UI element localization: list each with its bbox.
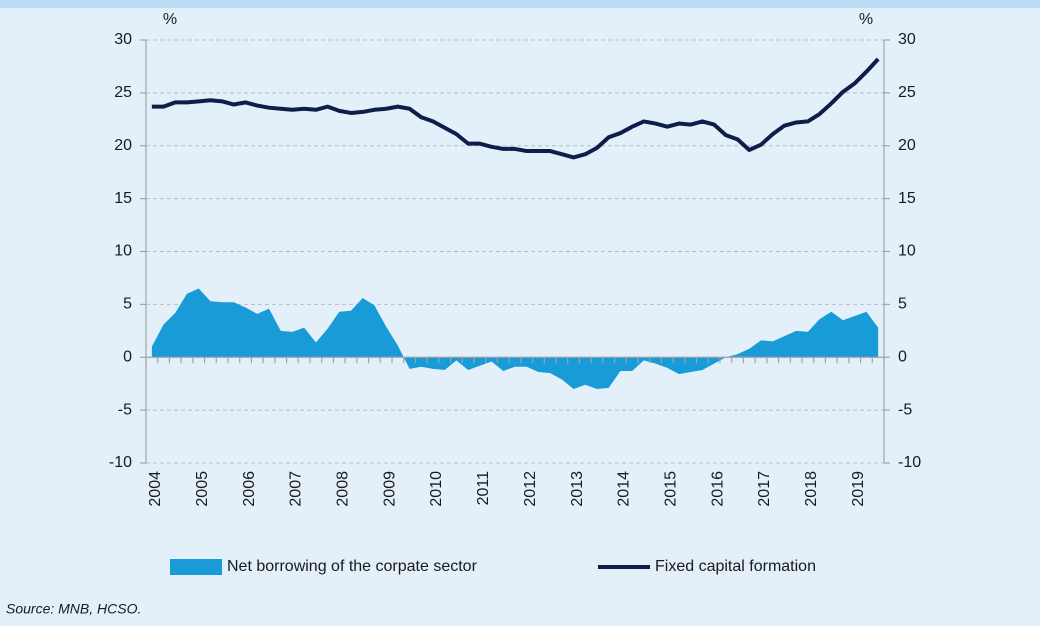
x-tick-label: 2013 (569, 471, 586, 507)
y-tick-label: 5 (123, 296, 132, 313)
area (151, 288, 879, 389)
x-tick-label: 2005 (194, 471, 211, 507)
y-tick-label: 15 (114, 190, 132, 207)
source-note: Source: MNB, HCSO. (6, 601, 141, 617)
y-tick-label: -10 (109, 454, 132, 471)
y-tick-label: 0 (123, 348, 132, 365)
y-tick-label: 20 (114, 137, 132, 154)
y2-tick-label: 20 (898, 137, 916, 154)
legend-label: Net borrowing of the corpate sector (227, 558, 478, 575)
x-tick-label: 2012 (522, 471, 539, 507)
y-tick-label: 25 (114, 84, 132, 101)
legend-label: Fixed capital formation (655, 558, 816, 575)
x-tick-label: 2019 (850, 471, 867, 507)
y-tick-label: 30 (114, 31, 132, 48)
x-tick-label: 2014 (616, 471, 633, 507)
line (151, 57, 880, 160)
y2-tick-label: 15 (898, 190, 916, 207)
x-tick-label: 2009 (381, 471, 398, 507)
y2-tick-label: 30 (898, 31, 916, 48)
x-tick-label: 2017 (756, 471, 773, 507)
y2-tick-label: 10 (898, 243, 916, 260)
y2-tick-label: -10 (898, 454, 921, 471)
x-tick-label: 2007 (288, 471, 305, 507)
x-tick-label: 2016 (709, 471, 726, 507)
y-axis-label: % (163, 11, 177, 28)
x-tick-label: 2011 (475, 471, 492, 506)
y-tick-label: 10 (114, 243, 132, 260)
y2-tick-label: 0 (898, 348, 907, 365)
x-tick-label: 2015 (663, 471, 680, 507)
y2-axis-label: % (859, 11, 873, 28)
legend-swatch (170, 559, 222, 575)
y-tick-label: -5 (118, 401, 132, 418)
x-tick-label: 2006 (241, 471, 258, 507)
y2-tick-label: -5 (898, 401, 912, 418)
x-tick-label: 2004 (147, 471, 164, 507)
y2-tick-label: 25 (898, 84, 916, 101)
y2-tick-label: 5 (898, 296, 907, 313)
x-tick-label: 2018 (803, 471, 820, 507)
x-tick-label: 2008 (335, 471, 352, 507)
top-strip (0, 0, 1040, 8)
x-tick-label: 2010 (428, 471, 445, 507)
